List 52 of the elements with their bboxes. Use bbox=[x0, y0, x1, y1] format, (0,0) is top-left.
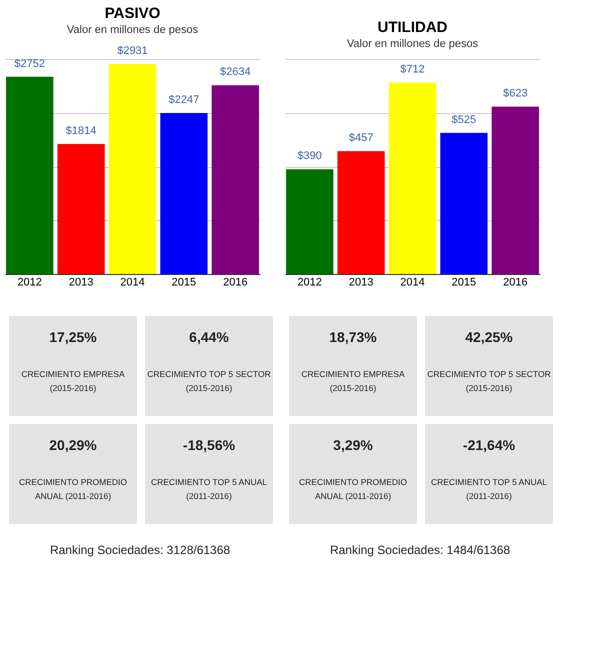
data-label: $623 bbox=[503, 88, 528, 100]
x-tick-label: 2013 bbox=[348, 276, 374, 288]
x-tick-label: 2015 bbox=[452, 276, 476, 288]
bar bbox=[337, 151, 385, 274]
text: -21,64% bbox=[462, 437, 516, 453]
data-label: $390 bbox=[297, 150, 322, 162]
text: Ranking Sociedades: 3128/61368 bbox=[50, 543, 230, 557]
data-label: $712 bbox=[400, 64, 425, 76]
text: 3,29% bbox=[333, 437, 374, 453]
text: 6,44% bbox=[189, 329, 230, 345]
text: 17,25% bbox=[49, 329, 98, 345]
text: CRECIMIENTO PROMEDIO ANUAL (2011-2016) bbox=[299, 477, 408, 501]
chart-title: PASIVO bbox=[104, 4, 161, 22]
bar bbox=[440, 132, 488, 274]
bar bbox=[286, 169, 334, 274]
text: Ranking Sociedades: 1484/61368 bbox=[330, 543, 510, 557]
bar bbox=[57, 144, 105, 274]
chart-subtitle: Valor en millones de pesos bbox=[346, 38, 479, 50]
bar bbox=[160, 112, 208, 274]
x-tick-label: 2012 bbox=[297, 276, 322, 288]
text: CRECIMIENTO TOP 5 SECTOR (2015-2016) bbox=[147, 369, 271, 393]
text: CRECIMIENTO EMPRESA (2015-2016) bbox=[301, 369, 405, 393]
x-tick-label: 2016 bbox=[223, 276, 248, 288]
text: CRECIMIENTO TOP 5 ANUAL (2011-2016) bbox=[430, 477, 548, 501]
x-tick-label: 2012 bbox=[17, 276, 42, 288]
data-label: $2752 bbox=[14, 58, 45, 70]
data-label: $457 bbox=[348, 132, 374, 144]
data-label: $2247 bbox=[168, 94, 200, 106]
bar bbox=[492, 106, 539, 274]
text: 18,73% bbox=[329, 329, 378, 345]
bar bbox=[212, 85, 259, 274]
text: CRECIMIENTO PROMEDIO ANUAL (2011-2016) bbox=[19, 477, 128, 501]
x-tick-label: 2016 bbox=[503, 276, 528, 288]
chart-title: UTILIDAD bbox=[378, 19, 448, 36]
data-label: $2634 bbox=[220, 66, 251, 78]
text: -18,56% bbox=[182, 437, 236, 453]
text: CRECIMIENTO TOP 5 ANUAL (2011-2016) bbox=[150, 477, 268, 501]
x-tick-label: 2014 bbox=[120, 276, 145, 288]
chart-subtitle: Valor en millones de pesos bbox=[66, 24, 199, 36]
text: 20,29% bbox=[49, 437, 98, 453]
text: 42,25% bbox=[465, 329, 514, 345]
data-label: $2931 bbox=[117, 44, 148, 57]
x-tick-label: 2013 bbox=[68, 276, 94, 288]
data-label: $1814 bbox=[66, 124, 96, 137]
bar bbox=[108, 64, 156, 274]
text: CRECIMIENTO TOP 5 SECTOR (2015-2016) bbox=[427, 369, 551, 393]
bar bbox=[6, 76, 54, 274]
bar bbox=[388, 82, 436, 274]
x-tick-label: 2014 bbox=[400, 276, 425, 288]
x-tick-label: 2015 bbox=[172, 276, 196, 288]
data-label: $525 bbox=[452, 114, 476, 126]
text: CRECIMIENTO EMPRESA (2015-2016) bbox=[21, 369, 125, 393]
